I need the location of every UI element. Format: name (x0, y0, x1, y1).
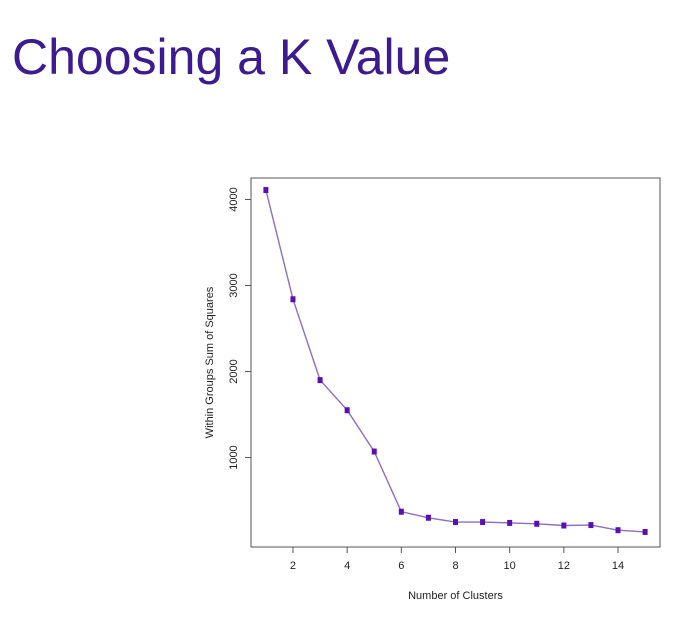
data-point (344, 407, 350, 414)
data-point (371, 448, 377, 455)
plot-frame (250, 177, 661, 548)
y-tick-label: 4000 (228, 187, 240, 211)
x-tick-label: 14 (612, 560, 624, 572)
x-tick-label: 4 (344, 560, 350, 572)
data-point (534, 520, 540, 527)
x-tick-label: 12 (558, 560, 570, 572)
page-title: Choosing a K Value (12, 29, 451, 85)
y-tick-label: 2000 (228, 359, 240, 383)
y-axis-title: Within Groups Sum of Squares (204, 286, 216, 438)
data-point (453, 519, 458, 526)
x-axis: 2 4 6 8 10 12 14 (290, 547, 624, 572)
data-point (480, 519, 486, 526)
x-tick-label: 6 (398, 560, 404, 572)
data-point (615, 527, 621, 534)
x-tick-label: 2 (290, 560, 296, 572)
data-point (263, 187, 269, 194)
series-layer (263, 187, 648, 535)
x-axis-title: Number of Clusters (408, 590, 503, 602)
series-line (265, 189, 646, 533)
data-point (398, 508, 404, 515)
data-point (561, 522, 567, 529)
data-point (317, 377, 323, 384)
y-tick-label: 3000 (228, 273, 240, 297)
x-tick-label: 10 (504, 560, 516, 572)
y-axis: 1000 2000 3000 4000 (228, 187, 251, 470)
data-point (588, 522, 594, 529)
y-tick-label: 1000 (228, 445, 240, 469)
data-point (642, 528, 648, 535)
data-point (290, 296, 296, 303)
x-tick-label: 8 (452, 560, 458, 572)
data-point (425, 514, 431, 521)
data-point (507, 519, 513, 526)
